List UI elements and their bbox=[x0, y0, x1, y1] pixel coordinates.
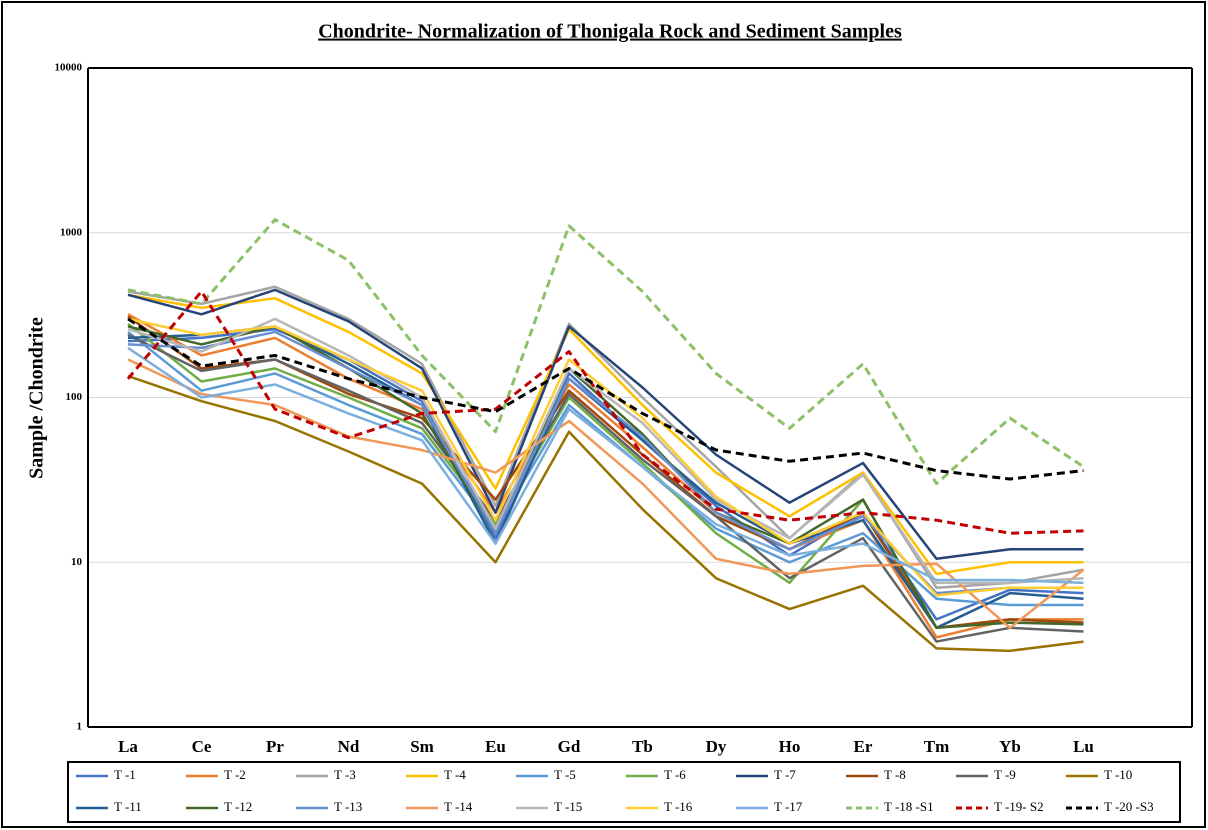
legend-label: T -2 bbox=[224, 767, 246, 782]
series-line bbox=[127, 330, 1084, 607]
legend-label: T -19- S2 bbox=[994, 799, 1044, 814]
series-line bbox=[127, 293, 1084, 576]
chart-title: Chondrite- Normalization of Thonigala Ro… bbox=[318, 21, 902, 43]
series-line bbox=[127, 346, 1084, 585]
series-line bbox=[127, 218, 1085, 486]
x-tick-label: Ho bbox=[779, 737, 801, 756]
series-line bbox=[127, 285, 1084, 590]
legend-label: T -14 bbox=[444, 799, 473, 814]
x-tick-label: Yb bbox=[999, 737, 1021, 756]
y-axis-label: Sample /Chondrite bbox=[26, 317, 48, 479]
series-line bbox=[127, 333, 1084, 643]
x-tick-label: Gd bbox=[558, 737, 581, 756]
legend-label: T -5 bbox=[554, 767, 576, 782]
y-tick-label: 10 bbox=[71, 556, 83, 568]
series-line bbox=[127, 317, 1084, 585]
x-tick-label: Eu bbox=[485, 737, 506, 756]
series-line bbox=[127, 313, 1084, 639]
legend-label: T -7 bbox=[774, 767, 796, 782]
x-tick-label: La bbox=[118, 737, 138, 756]
legend-label: T -12 bbox=[224, 799, 252, 814]
legend-label: T -8 bbox=[884, 767, 906, 782]
x-tick-label: Er bbox=[854, 737, 873, 756]
x-tick-label: Tb bbox=[632, 737, 653, 756]
series-line bbox=[127, 317, 1084, 597]
series-line bbox=[127, 317, 1084, 481]
x-tick-label: Pr bbox=[266, 737, 284, 756]
legend-label: T -17 bbox=[774, 799, 803, 814]
legend-label: T -13 bbox=[334, 799, 362, 814]
series-line bbox=[127, 374, 1084, 653]
series-line bbox=[127, 288, 1084, 561]
x-tick-label: Lu bbox=[1073, 737, 1094, 756]
legend-box bbox=[67, 761, 1181, 823]
legend-label: T -10 bbox=[1104, 767, 1132, 782]
legend-label: T -3 bbox=[334, 767, 356, 782]
x-tick-label: Nd bbox=[338, 737, 360, 756]
series-line bbox=[126, 289, 1084, 535]
legend-label: T -16 bbox=[664, 799, 693, 814]
legend-label: T -18 -S1 bbox=[884, 799, 934, 814]
y-tick-label: 10000 bbox=[55, 62, 83, 74]
y-tick-label: 1000 bbox=[60, 226, 83, 238]
x-tick-label: Sm bbox=[410, 737, 434, 756]
legend-label: T -9 bbox=[994, 767, 1016, 782]
y-tick-label: 100 bbox=[66, 391, 83, 403]
legend-label: T -6 bbox=[664, 767, 686, 782]
legend-label: T -15 bbox=[554, 799, 582, 814]
legend-label: T -1 bbox=[114, 767, 136, 782]
legend-label: T -11 bbox=[114, 799, 142, 814]
y-tick-label: 1 bbox=[77, 721, 83, 733]
x-tick-label: Ce bbox=[192, 737, 212, 756]
legend-label: T -4 bbox=[444, 767, 466, 782]
legend-label: T -20 -S3 bbox=[1104, 799, 1154, 814]
x-tick-label: Dy bbox=[706, 737, 727, 756]
x-tick-label: Tm bbox=[924, 737, 950, 756]
